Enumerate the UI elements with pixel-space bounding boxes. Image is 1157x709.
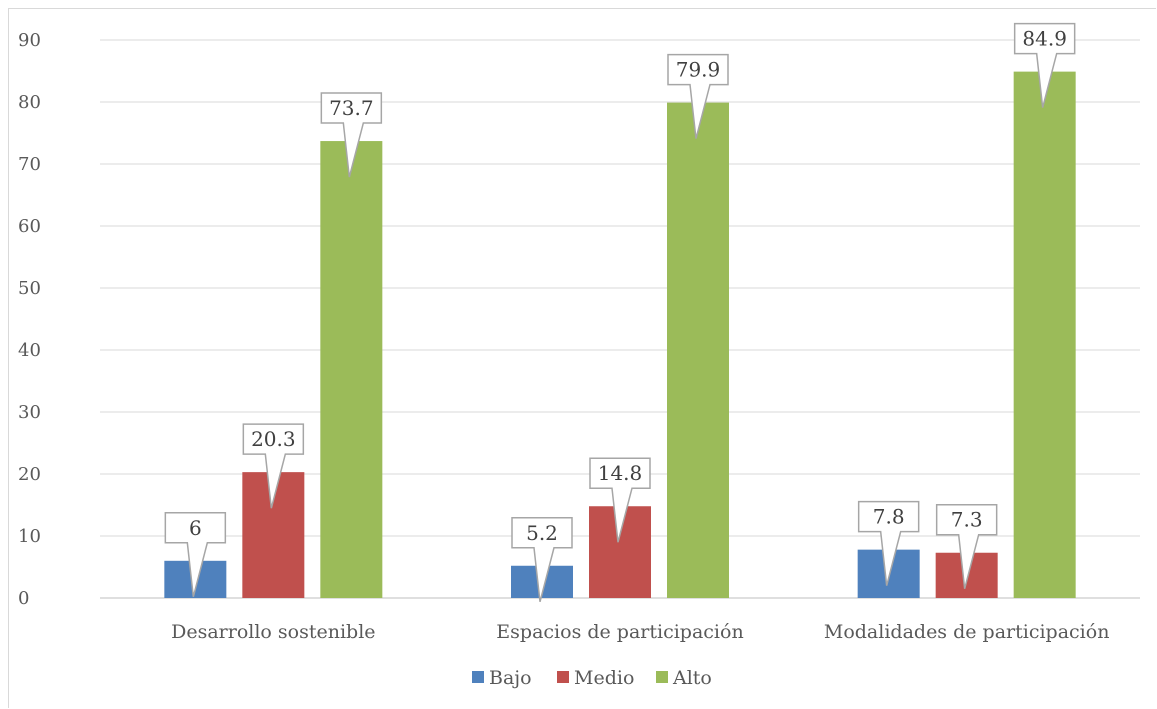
data-label-callout: 79.9: [667, 53, 729, 139]
data-label: 5.2: [526, 521, 558, 545]
data-label-callout: 84.9: [1013, 22, 1076, 108]
y-tick-label: 50: [18, 278, 41, 299]
y-tick-label: 60: [18, 216, 41, 237]
y-tick-label: 40: [18, 340, 41, 361]
x-category-label: Modalidades de participación: [824, 621, 1110, 643]
y-tick-label: 20: [18, 464, 41, 485]
bar-alto: [320, 141, 383, 598]
x-axis-categories: Desarrollo sostenible Espacios de partici…: [171, 621, 1109, 643]
legend-label: Bajo: [489, 667, 532, 689]
data-label: 79.9: [676, 58, 721, 82]
callout-box: [667, 53, 729, 139]
data-label-callout: 7.3: [935, 503, 998, 589]
y-tick-label: 70: [18, 154, 41, 175]
callout-box: [1013, 22, 1076, 108]
callout-box: [164, 512, 227, 597]
callout-box: [320, 92, 383, 178]
data-label: 20.3: [251, 427, 296, 451]
legend-item-alto: Alto: [656, 667, 712, 689]
callout-box: [242, 423, 305, 509]
y-axis-ticks: 0 10 20 30 40 50 60 70 80 90: [18, 30, 41, 609]
y-tick-label: 30: [18, 402, 41, 423]
x-category-label: Espacios de participación: [496, 621, 743, 643]
callout-box: [511, 517, 573, 602]
data-label-callout: 73.7: [320, 92, 383, 178]
data-label-callout: 6: [164, 512, 227, 597]
y-tick-label: 80: [18, 92, 41, 113]
data-label: 7.8: [873, 505, 905, 529]
data-label: 7.3: [951, 508, 983, 532]
y-tick-label: 90: [18, 30, 41, 51]
bars: [164, 71, 1076, 599]
y-tick-label: 10: [18, 526, 41, 547]
legend-item-bajo: Bajo: [472, 667, 532, 689]
legend-swatch: [472, 671, 484, 683]
legend-item-medio: Medio: [557, 667, 634, 689]
data-label-callout: 7.8: [857, 500, 920, 586]
data-label-callout: 14.8: [589, 457, 651, 543]
data-label-callout: 5.2: [511, 517, 573, 602]
data-label: 14.8: [598, 461, 643, 485]
bar-alto: [667, 102, 729, 599]
y-tick-label: 0: [18, 588, 29, 609]
legend-swatch: [656, 671, 668, 683]
legend: Bajo Medio Alto: [472, 667, 712, 689]
legend-label: Medio: [574, 667, 634, 689]
data-label: 84.9: [1022, 27, 1067, 51]
data-label: 73.7: [329, 96, 374, 120]
data-label-callout: 20.3: [242, 423, 305, 509]
bar-alto: [1013, 71, 1076, 599]
data-label: 6: [189, 516, 202, 540]
callout-box: [857, 500, 920, 586]
data-labels: 6 20.3 73.7 5.2 14.8 79.9 7.8 7.3 84.9: [164, 22, 1076, 602]
legend-label: Alto: [672, 667, 712, 689]
callout-box: [935, 503, 998, 589]
legend-swatch: [557, 671, 569, 683]
callout-box: [589, 457, 651, 543]
x-category-label: Desarrollo sostenible: [171, 621, 375, 643]
